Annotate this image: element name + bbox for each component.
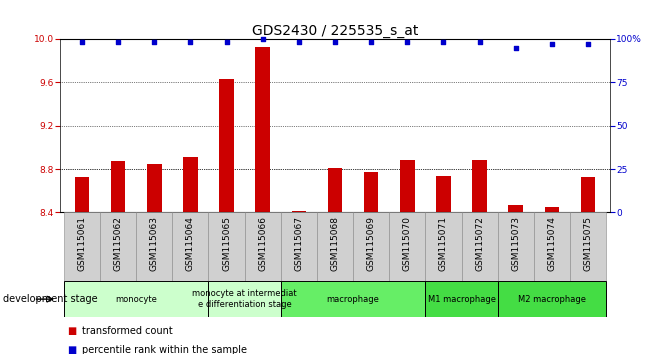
- Bar: [245, 212, 281, 281]
- Bar: [462, 212, 498, 281]
- Text: ■: ■: [67, 326, 76, 336]
- Title: GDS2430 / 225535_s_at: GDS2430 / 225535_s_at: [252, 24, 418, 38]
- Text: ■: ■: [67, 346, 76, 354]
- Bar: [281, 212, 317, 281]
- Bar: [509, 205, 523, 212]
- Text: GSM115064: GSM115064: [186, 216, 195, 271]
- Bar: [100, 212, 136, 281]
- Text: M2 macrophage: M2 macrophage: [518, 295, 586, 304]
- Bar: [183, 157, 198, 212]
- Text: GSM115074: GSM115074: [547, 216, 556, 271]
- Text: monocyte at intermediat
e differentiation stage: monocyte at intermediat e differentiatio…: [192, 290, 297, 309]
- Bar: [581, 177, 595, 212]
- Point: [366, 40, 377, 45]
- Bar: [219, 79, 234, 212]
- Text: GSM115065: GSM115065: [222, 216, 231, 271]
- Text: GSM115071: GSM115071: [439, 216, 448, 271]
- Bar: [570, 212, 606, 281]
- Text: GSM115067: GSM115067: [294, 216, 304, 271]
- Point: [185, 40, 196, 45]
- Bar: [111, 161, 125, 212]
- Bar: [255, 46, 270, 212]
- Bar: [425, 212, 462, 281]
- Bar: [328, 168, 342, 212]
- Bar: [136, 212, 172, 281]
- Point: [257, 36, 268, 42]
- Text: GSM115070: GSM115070: [403, 216, 412, 271]
- Text: GSM115061: GSM115061: [78, 216, 86, 271]
- Point: [149, 40, 159, 45]
- Bar: [498, 212, 534, 281]
- Bar: [353, 212, 389, 281]
- Point: [511, 45, 521, 50]
- Bar: [425, 281, 498, 317]
- Point: [221, 40, 232, 45]
- Text: GSM115062: GSM115062: [114, 216, 123, 271]
- Point: [330, 40, 340, 45]
- Point: [76, 40, 87, 45]
- Bar: [534, 212, 570, 281]
- Bar: [172, 212, 208, 281]
- Bar: [400, 160, 415, 212]
- Bar: [64, 212, 100, 281]
- Text: GSM115068: GSM115068: [330, 216, 340, 271]
- Bar: [147, 164, 161, 212]
- Bar: [389, 212, 425, 281]
- Bar: [498, 281, 606, 317]
- Text: development stage: development stage: [3, 294, 98, 304]
- Text: transformed count: transformed count: [82, 326, 172, 336]
- Point: [293, 40, 304, 45]
- Bar: [208, 212, 245, 281]
- Bar: [436, 176, 451, 212]
- Bar: [291, 211, 306, 212]
- Bar: [64, 281, 208, 317]
- Bar: [364, 172, 379, 212]
- Point: [438, 40, 449, 45]
- Bar: [281, 281, 425, 317]
- Point: [402, 40, 413, 45]
- Text: GSM115073: GSM115073: [511, 216, 520, 271]
- Text: monocyte: monocyte: [115, 295, 157, 304]
- Text: GSM115066: GSM115066: [258, 216, 267, 271]
- Bar: [545, 207, 559, 212]
- Text: macrophage: macrophage: [327, 295, 379, 304]
- Text: GSM115075: GSM115075: [584, 216, 592, 271]
- Bar: [317, 212, 353, 281]
- Bar: [472, 160, 487, 212]
- Text: percentile rank within the sample: percentile rank within the sample: [82, 346, 247, 354]
- Bar: [75, 177, 89, 212]
- Text: GSM115072: GSM115072: [475, 216, 484, 271]
- Text: GSM115063: GSM115063: [150, 216, 159, 271]
- Point: [583, 41, 594, 47]
- Text: GSM115069: GSM115069: [366, 216, 376, 271]
- Text: M1 macrophage: M1 macrophage: [427, 295, 496, 304]
- Point: [474, 40, 485, 45]
- Point: [547, 41, 557, 47]
- Point: [113, 40, 123, 45]
- Bar: [208, 281, 281, 317]
